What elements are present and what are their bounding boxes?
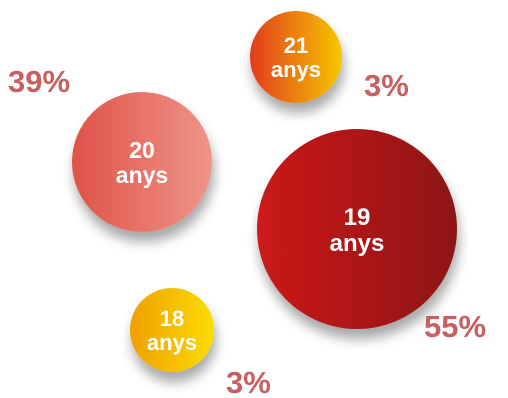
bubble-label-number: 21 <box>284 33 308 58</box>
bubble-label-number: 20 <box>129 137 155 163</box>
bubble-20 <box>72 92 212 232</box>
bubble-21 <box>250 11 342 103</box>
bubble-18 <box>130 288 214 372</box>
bubble-label-unit: anys <box>330 230 385 257</box>
value-label-20: 39% <box>8 64 70 99</box>
bubble-label-unit: anys <box>116 162 168 188</box>
bubble-label-number: 18 <box>160 306 184 331</box>
value-label-19: 55% <box>424 309 486 344</box>
bubble-label-number: 19 <box>344 204 371 231</box>
value-label-21: 3% <box>364 68 409 103</box>
bubble-label-unit: anys <box>271 57 321 82</box>
bubble-19 <box>257 129 457 329</box>
value-label-18: 3% <box>226 365 271 398</box>
bubble-label-unit: anys <box>147 330 197 355</box>
